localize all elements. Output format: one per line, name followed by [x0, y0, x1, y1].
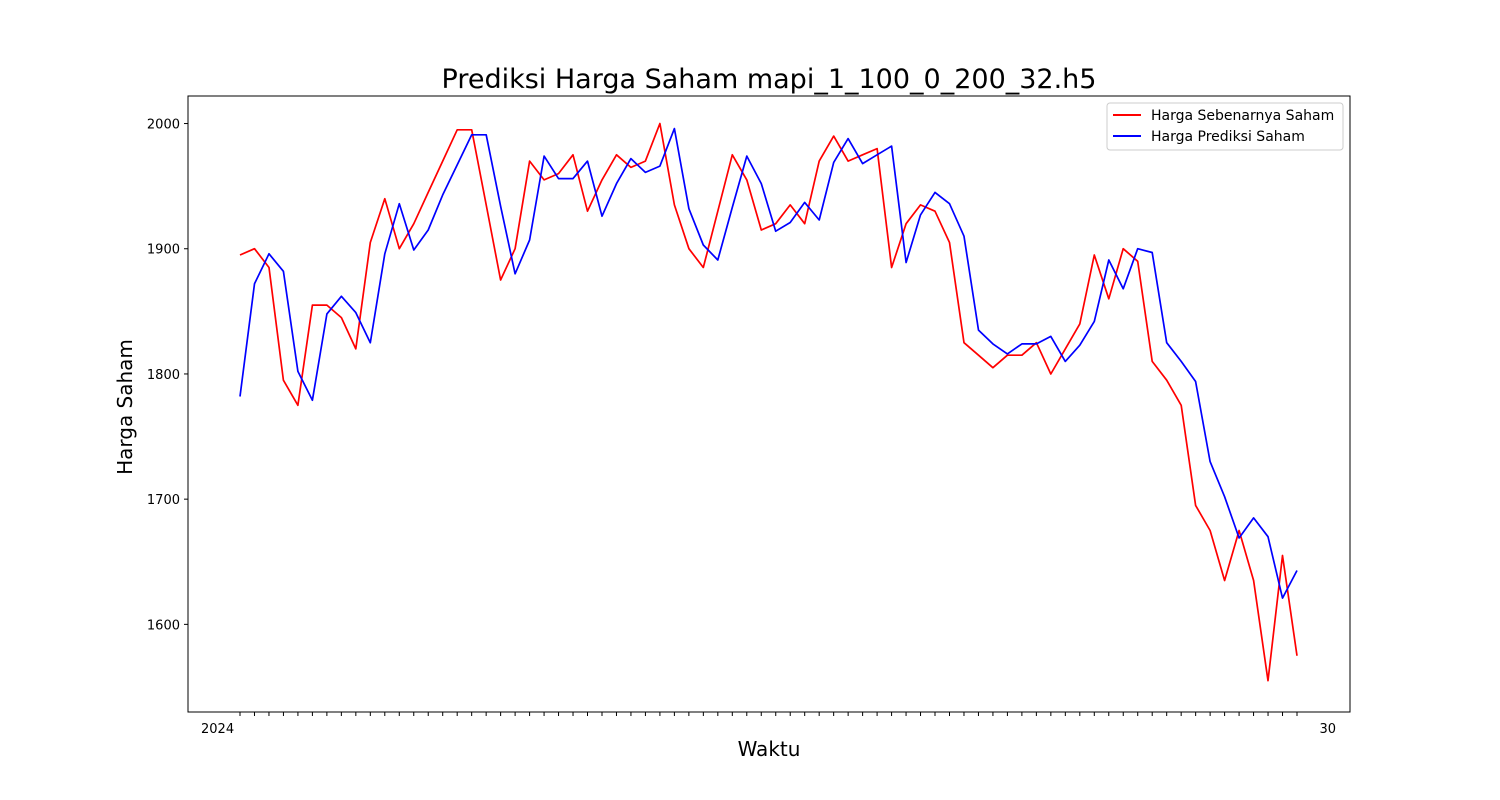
y-tick-label: 1900 — [147, 243, 180, 258]
x-tick-label-last: 30 — [1319, 722, 1336, 737]
x-axis-label: Waktu — [738, 737, 801, 761]
y-axis-ticks: 1600 1700 1800 1900 2000 — [147, 118, 188, 633]
series-layer — [239, 122, 1298, 682]
series-line-actual — [239, 122, 1298, 682]
legend-box — [1106, 102, 1344, 151]
legend-label-predicted: Harga Prediksi Saham — [1151, 129, 1305, 145]
y-tick-label: 2000 — [147, 118, 180, 133]
y-tick-label: 1600 — [147, 618, 180, 633]
y-tick-label: 1800 — [147, 368, 180, 383]
y-tick-label: 1700 — [147, 493, 180, 508]
x-tick-label-first: 2024 — [201, 722, 234, 737]
x-axis-ticks: 2024 30 — [201, 712, 1336, 737]
legend: Harga Sebenarnya Saham Harga Prediksi Sa… — [1106, 102, 1344, 151]
legend-label-actual: Harga Sebenarnya Saham — [1151, 108, 1334, 124]
series-line-predicted — [239, 127, 1298, 599]
plot-area-frame — [187, 95, 1351, 713]
chart-title: Prediksi Harga Saham mapi_1_100_0_200_32… — [442, 64, 1097, 95]
y-axis-label: Harga Saham — [113, 339, 137, 475]
